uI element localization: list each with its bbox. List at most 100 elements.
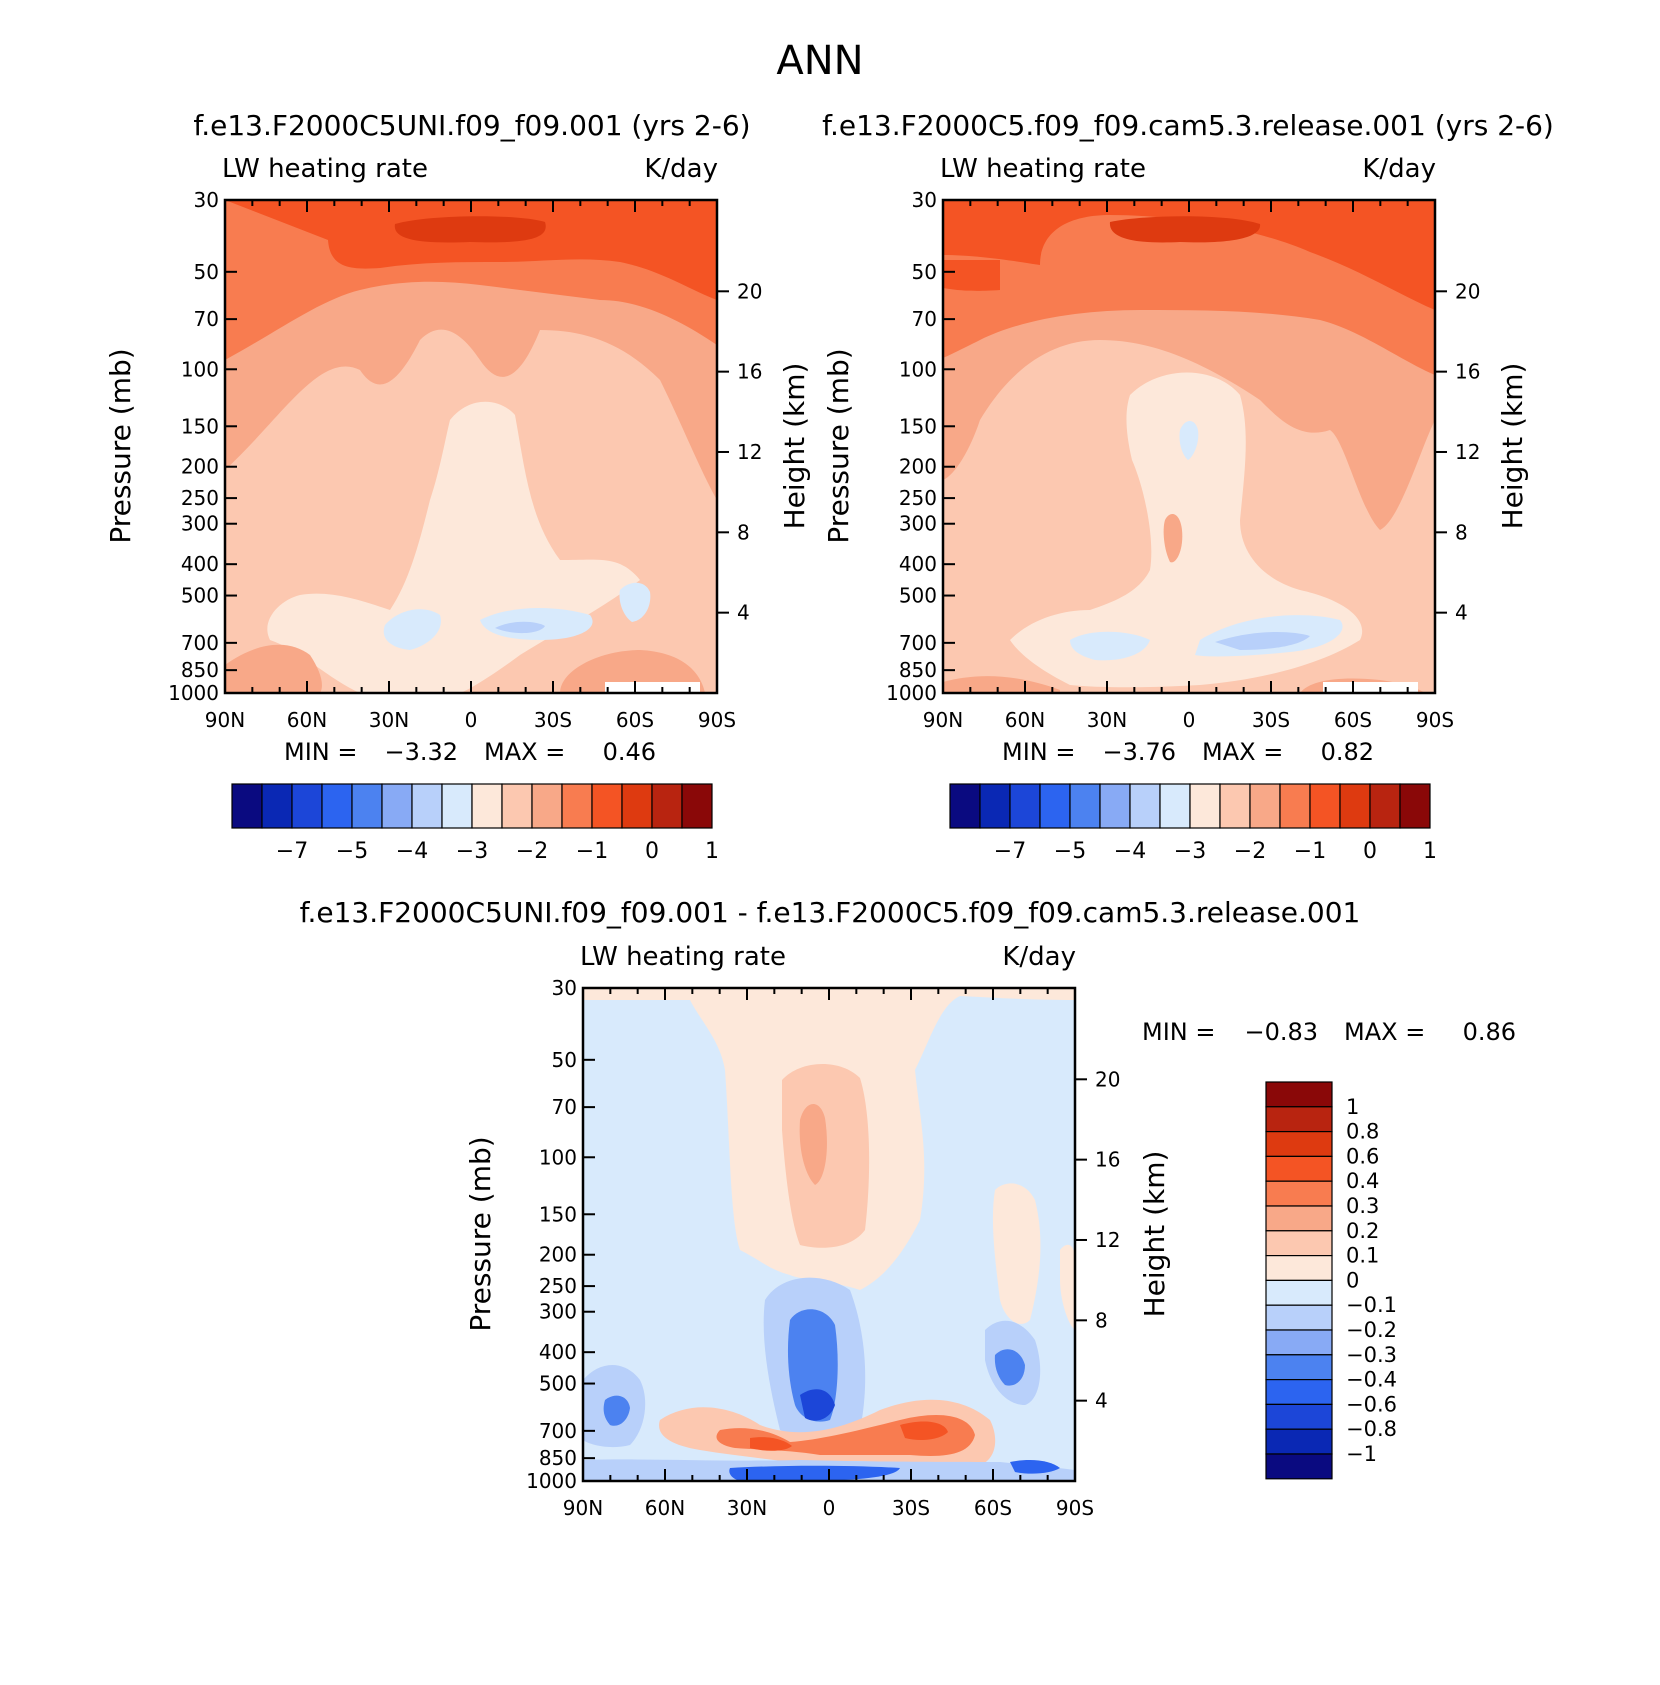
panel-1-y2-tick-label: 16 [737,360,762,384]
panel-2-y-tick-label: 300 [899,512,937,536]
panel-3-colorbar-swatch [1265,1329,1333,1356]
panel-1-y-tick-label: 100 [181,357,219,381]
panel-2-y-tick-label: 50 [912,260,937,284]
panel-3-colorbar-label: −1 [1346,1442,1377,1466]
panel-2-colorbar-swatch [1039,783,1071,829]
panel-1-colorbar-swatch [591,783,623,829]
panel-1-colorbar-swatch [471,783,503,829]
panel-2-x-tick-label: 60S [1334,708,1372,732]
panel-1-colorbar-swatch [231,783,263,829]
panel-2-y-tick-label: 500 [899,584,937,608]
panel-3-y-tick-label: 50 [552,1048,577,1072]
panel-2-y2-ticks [1435,290,1447,614]
panel-3-colorbar-label: 0.8 [1346,1120,1379,1144]
panel-3-colorbar-label: −0.1 [1346,1293,1397,1317]
panel-2-max-value: 0.82 [1321,738,1374,766]
panel-3-negative-left-core [603,1395,630,1426]
panel-1-height-axis-label: Height (km) [778,363,811,530]
panel-3-colorbar-label: −0.3 [1346,1343,1397,1367]
panel-2-light-plume [1010,372,1363,688]
panel-2-y-tick-label: 850 [899,658,937,682]
panel-1-y-tick-label: 30 [194,188,219,212]
panel-2-colorbar-swatch [1279,783,1311,829]
panel-3-colorbar-swatch [1265,1130,1333,1157]
panel-3-colorbar-label: −0.2 [1346,1318,1397,1342]
panel-2-x-tick-labels: 90N 60N 30N 0 30S 60S 90S [923,708,1454,732]
panel-3-x-tick-label: 0 [823,1496,836,1520]
panel-1-y-tick-label: 500 [181,584,219,608]
panel-1-y-tick-label: 700 [181,631,219,655]
panel-1-x-tick-label: 30N [369,708,409,732]
panel-1-y2-tick-label: 20 [737,279,762,303]
page-title: ANN [776,38,863,84]
panel-2-y-tick-label: 150 [899,414,937,438]
panel-1-x-tick-label: 0 [465,708,478,732]
panel-3-negative-south-core [994,1349,1025,1386]
panel-2-negative-core [1215,632,1310,650]
panel-2-colorbar-label: −5 [1054,839,1086,864]
panel-2-missing-data [1323,682,1418,693]
panel-2-y-tick-label: 1000 [886,681,937,705]
panel-2-colorbar-swatch [1099,783,1131,829]
panel-2-title: f.e13.F2000C5.f09_f09.cam5.3.release.001… [822,109,1554,142]
panel-2-height-axis-label: Height (km) [1496,363,1529,530]
panel-3-y2-tick-label: 20 [1095,1067,1120,1091]
panel-2-y-tick-label: 30 [912,188,937,212]
panel-3-colorbar-label: 0.3 [1346,1194,1379,1218]
panel-1-variable-label: LW heating rate [222,154,428,184]
panel-1-y-ticks [225,199,237,694]
panel-3-min-label: MIN = [1142,1018,1215,1046]
panel-2-colorbar-swatch [1249,783,1281,829]
panel-3-x-tick-label: 60S [974,1496,1012,1520]
panel-2-colorbar-swatch [1309,783,1341,829]
panel-3-colorbar-label: −0.4 [1346,1368,1397,1392]
panel-3-y-ticks [583,987,595,1482]
panel-1-colorbar-label: −7 [276,839,308,864]
panel-3-colorbar-swatch [1265,1205,1333,1232]
panel-3-y-tick-label: 850 [539,1446,577,1470]
panel-2-negative-patch-b [1070,631,1150,661]
panel-3-y-tick-label: 30 [552,976,577,1000]
panel-2-colorbar-swatch [1339,783,1371,829]
panel-1-y-tick-label: 70 [194,307,219,331]
panel-2-colorbar-label: 1 [1423,839,1437,864]
panel-1-colorbar-label: −3 [456,839,488,864]
panel-3: f.e13.F2000C5UNI.f09_f09.001 - f.e13.F20… [300,896,1516,1520]
panel-3-variable-label: LW heating rate [580,942,786,972]
panel-1-y2-tick-label: 12 [737,440,762,464]
panel-3-colorbar-label: −0.8 [1346,1417,1397,1441]
panel-3-x-tick-label: 90S [1056,1496,1094,1520]
panel-1: f.e13.F2000C5UNI.f09_f09.001 (yrs 2-6) L… [104,109,811,864]
panel-2-colorbar-swatch [1009,783,1041,829]
panel-3-y-tick-label: 70 [552,1095,577,1119]
panel-3-negative-surface-right [1010,1460,1060,1474]
panel-1-units-label: K/day [644,154,718,184]
panel-2-x-tick-label: 60N [1005,708,1045,732]
panel-2-max-core [1109,216,1261,243]
panel-1-y-tick-label: 50 [194,260,219,284]
panel-3-negative-center-deep [800,1389,835,1421]
panel-3-y-tick-label: 200 [539,1243,577,1267]
panel-3-units-label: K/day [1002,942,1076,972]
panel-2-pressure-axis-label: Pressure (mb) [822,348,855,543]
panel-3-x-tick-label: 90N [563,1496,603,1520]
panel-3-colorbar-swatch [1265,1378,1333,1405]
panel-3-colorbar-labels: 10.80.60.40.30.20.10−0.1−0.2−0.3−0.4−0.6… [1346,1095,1397,1466]
panel-1-x-tick-label: 60S [616,708,654,732]
panel-3-x-ticks [582,988,1076,1481]
panel-2-y2-tick-labels: 20 16 12 8 4 [1455,279,1480,624]
panel-3-positive-tail [1060,1244,1075,1330]
panel-3-colorbar-label: 1 [1346,1095,1359,1119]
panel-3-colorbar-swatch [1265,1106,1333,1133]
panel-1-colorbar-label: −1 [576,839,608,864]
panel-1-x-tick-label: 60N [287,708,327,732]
panel-3-y-tick-label: 250 [539,1274,577,1298]
panel-2-x-tick-label: 30N [1087,708,1127,732]
panel-2-negative-patch-a [1179,421,1199,460]
panel-3-colorbar-swatch [1265,1180,1333,1207]
panel-1-core-band [225,200,717,300]
panel-3-y2-tick-labels: 20 16 12 8 4 [1095,1067,1120,1412]
panel-2-x-ticks [942,200,1436,693]
